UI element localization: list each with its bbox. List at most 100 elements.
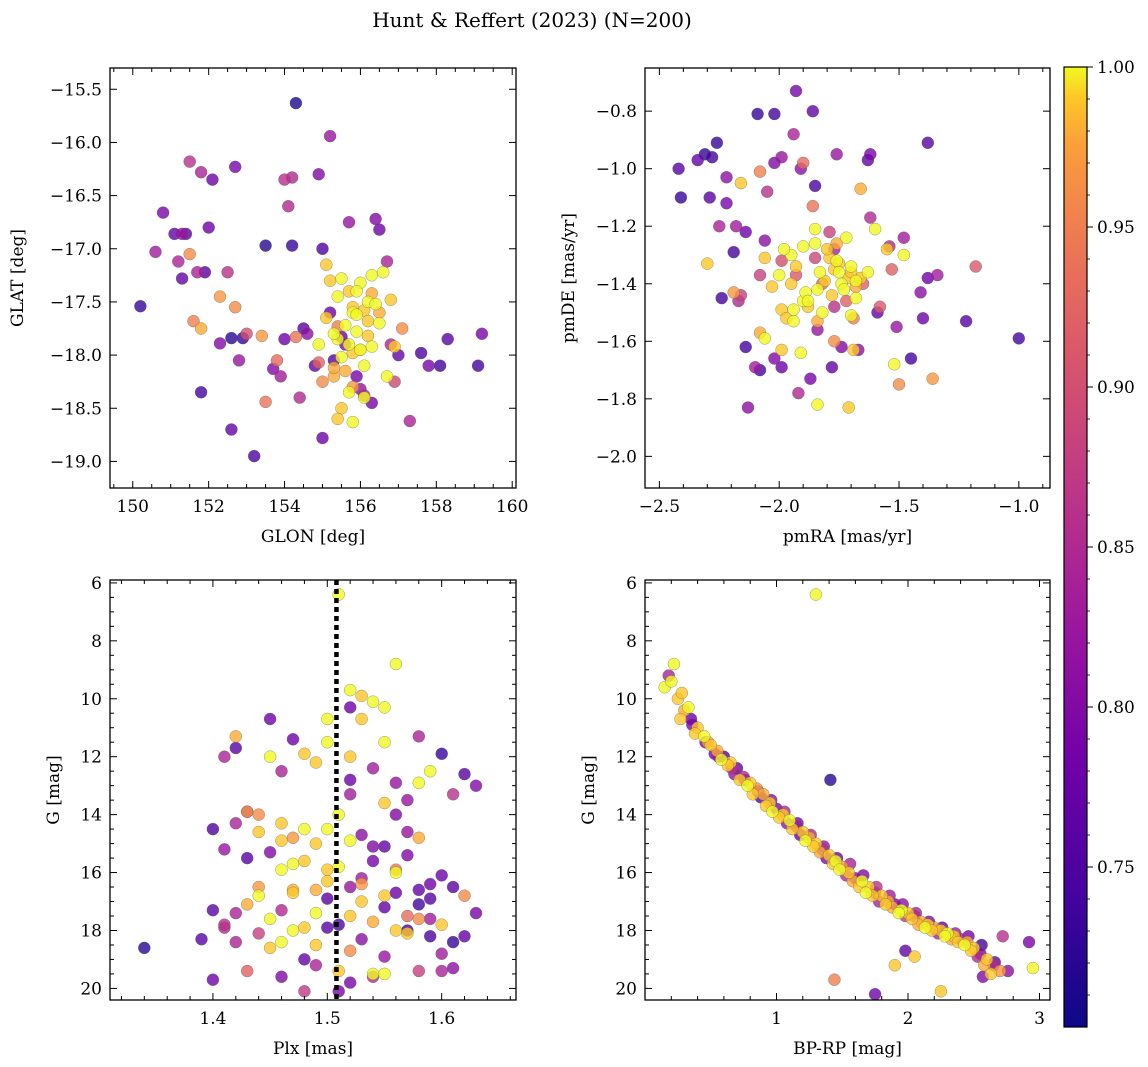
data-point <box>373 317 386 330</box>
data-point <box>380 255 394 268</box>
panel-sky: 150 152 154 156 158 160 −15.5 −16.0 −16.5 −17.0 −1… <box>8 67 528 547</box>
data-point <box>938 930 951 943</box>
data-point <box>808 251 822 265</box>
data-point <box>934 985 948 998</box>
data-point <box>361 329 375 343</box>
y-axis-label: pmDE [mas/yr] <box>559 213 579 343</box>
y-tick-label: 18 <box>80 921 102 941</box>
data-point <box>847 343 860 357</box>
data-point <box>701 257 714 270</box>
data-point <box>715 291 728 305</box>
data-point <box>412 883 425 897</box>
data-point <box>344 773 357 787</box>
data-point <box>366 967 380 981</box>
x-tick-label: 154 <box>268 497 300 517</box>
y-tick-label: 14 <box>80 806 102 826</box>
data-point <box>389 657 403 671</box>
data-point <box>378 736 391 749</box>
data-point <box>321 892 334 905</box>
data-point <box>958 938 971 952</box>
data-point <box>765 280 779 293</box>
data-point <box>344 880 357 894</box>
data-point <box>396 322 409 335</box>
y-tick-label: 18 <box>615 921 637 941</box>
y-axis-label: GLAT [deg] <box>8 229 28 327</box>
data-point <box>240 327 253 340</box>
y-tick-label: 10 <box>80 690 102 710</box>
data-point <box>424 877 437 891</box>
x-tick-label: −2.0 <box>759 497 800 517</box>
data-point <box>263 941 277 955</box>
x-tick-label: 1.5 <box>314 1009 341 1029</box>
data-point <box>369 297 382 311</box>
data-point <box>339 364 352 378</box>
data-point <box>206 973 220 986</box>
data-point <box>366 840 380 853</box>
x-tick-label: 3 <box>1034 1009 1045 1029</box>
data-point <box>837 283 851 296</box>
data-point <box>365 269 378 282</box>
data-point <box>921 136 934 149</box>
data-point <box>378 701 391 714</box>
data-point <box>435 869 448 882</box>
data-point <box>309 756 323 769</box>
data-point <box>849 291 863 305</box>
data-point <box>195 933 208 946</box>
data-point <box>424 892 437 905</box>
data-point <box>864 211 877 224</box>
data-point <box>412 831 425 844</box>
data-point <box>729 220 743 233</box>
data-point <box>734 176 748 190</box>
data-point <box>739 340 752 354</box>
data-point <box>842 401 855 414</box>
data-point <box>293 391 306 404</box>
data-point <box>218 750 231 763</box>
data-point <box>435 947 448 960</box>
data-point <box>412 964 425 978</box>
data-point <box>775 151 788 164</box>
y-tick-label: −19.0 <box>50 452 102 472</box>
data-point <box>435 918 448 931</box>
data-point <box>873 300 887 313</box>
data-point <box>840 231 853 244</box>
data-point <box>321 863 334 876</box>
y-axis-label: G [mag] <box>44 755 64 824</box>
data-point <box>832 266 846 279</box>
y-tick-label: 12 <box>80 748 102 768</box>
data-point <box>229 730 242 743</box>
data-point <box>252 825 265 839</box>
data-point <box>828 335 841 348</box>
data-point <box>344 944 357 957</box>
x-axis-label: pmRA [mas/yr] <box>783 527 912 547</box>
data-point <box>830 254 843 267</box>
data-point <box>366 762 380 775</box>
data-point <box>335 351 348 364</box>
data-point <box>263 846 277 859</box>
data-point <box>354 343 367 356</box>
data-point <box>298 953 311 966</box>
data-point <box>389 924 403 937</box>
data-point <box>252 808 265 821</box>
data-point <box>309 837 323 850</box>
data-point <box>263 750 277 763</box>
data-point <box>828 300 841 313</box>
y-tick-label: −1.0 <box>596 160 637 180</box>
data-point <box>888 358 901 371</box>
data-point <box>806 199 819 213</box>
data-point <box>751 107 764 121</box>
scatter-points <box>0 0 1025 414</box>
data-point <box>799 834 812 847</box>
data-point <box>0 0 6 6</box>
data-point <box>864 148 877 161</box>
y-tick-label: −16.5 <box>50 187 102 207</box>
data-point <box>275 863 288 876</box>
data-point <box>775 361 788 374</box>
data-point <box>339 319 352 332</box>
data-point <box>808 222 822 236</box>
data-point <box>229 935 242 949</box>
data-point <box>289 96 303 110</box>
data-point <box>885 263 898 276</box>
data-point <box>1026 961 1040 975</box>
data-point <box>665 675 678 688</box>
